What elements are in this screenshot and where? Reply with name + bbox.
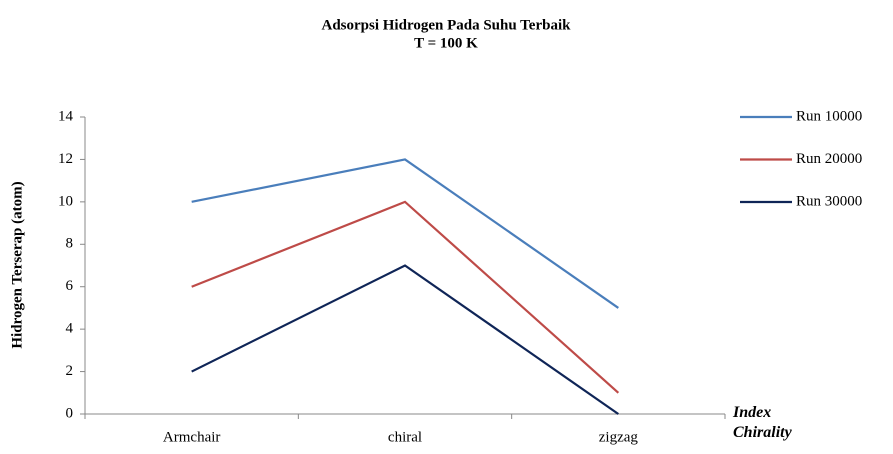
x-tick-label: chiral [388,429,422,445]
y-tick-label: 0 [66,405,74,421]
x-tick-label: zigzag [599,429,639,445]
y-tick-label: 12 [58,151,73,167]
chart-subtitle: T = 100 K [414,35,478,51]
series-line [191,158,619,309]
legend-label: Run 30000 [796,193,862,209]
y-tick-label: 8 [66,236,74,252]
y-axis-label: Hidrogen Terserap (atom) [9,181,25,348]
x-tick-label: Armchair [163,429,220,445]
y-tick-label: 14 [58,108,74,124]
legend-label: Run 20000 [796,151,862,167]
legend-label: Run 10000 [796,108,862,124]
series-line [191,264,619,415]
series-line [191,200,620,394]
x-axis-label: Index Chirality [733,404,792,441]
y-tick-label: 6 [66,278,74,294]
y-tick-label: 10 [58,193,73,209]
y-tick-label: 4 [66,321,74,337]
y-tick-label: 2 [66,363,74,379]
chart-title: Adsorpsi Hidrogen Pada Suhu Terbaik [322,17,572,33]
